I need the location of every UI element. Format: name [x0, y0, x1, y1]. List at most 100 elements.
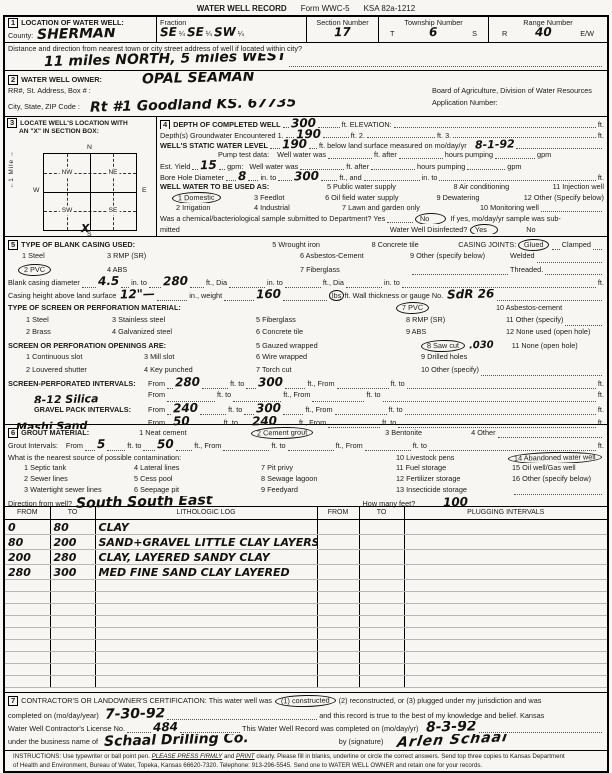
grout-from-value: 5: [96, 438, 106, 452]
contamination-option-seepage-pit: 6 Seepage pit: [134, 484, 180, 494]
litho-cell: [316, 519, 359, 536]
screen-material-title: TYPE OF SCREEN OR PERFORATION MATERIAL:: [8, 303, 181, 313]
direction-label: Direction from well?: [8, 498, 73, 508]
opening-option-louvered: 2 Louvered shutter: [26, 364, 87, 374]
litho-header-row: FROM TO LITHOLOGIC LOG FROM TO PLUGGING …: [5, 506, 607, 521]
township-cell: Township Number T 6 S: [379, 17, 489, 42]
litho-cell: [403, 579, 607, 593]
screen-option-steel: 1 Steel: [26, 314, 49, 324]
litho-empty-row: [5, 591, 607, 605]
litho-empty-row: [5, 639, 607, 653]
weight-value: 160: [255, 289, 282, 302]
contamination-option-lateral: 4 Lateral lines: [134, 462, 180, 472]
litho-cell: [358, 591, 404, 605]
ft-from-label: ft., From: [283, 390, 311, 400]
litho-cell: [403, 534, 607, 551]
owner-value: OPAL SEAMAN: [141, 71, 255, 86]
range-value: 40: [535, 27, 553, 39]
litho-cell: 300: [49, 564, 95, 581]
litho-header-from2: FROM: [316, 506, 359, 521]
dotted-leader: [309, 142, 318, 149]
litho-cell: [358, 564, 404, 581]
litho-cell: [94, 591, 317, 605]
ft-to-label: ft. to: [382, 418, 397, 428]
litho-cell: CLAY, LAYERED SANDY CLAY: [94, 549, 317, 566]
contamination-option-other: 16 Other (specify below): [512, 473, 592, 483]
casing-height-label: Casing height above land surface: [8, 291, 117, 301]
litho-cell: [49, 579, 95, 593]
use-title: WELL WATER TO BE USED AS:: [160, 181, 270, 191]
section-6-grout: 6 GROUT MATERIAL: 1 Neat cement 2 Cement…: [5, 425, 607, 511]
fraction-label: Fraction: [160, 18, 187, 27]
litho-cell: [5, 579, 50, 593]
instructions-text: and: [223, 752, 235, 760]
casing-joints-label: CASING JOINTS:: [458, 239, 517, 249]
well-water-was-label: Well water was: [249, 162, 299, 171]
casing-option-rmp: 3 RMP (SR): [107, 251, 147, 261]
township-t: T: [390, 29, 395, 39]
instructions-text: clearly. Please fill in blanks, underlin…: [256, 752, 565, 760]
screen-option-rmp: 8 RMP (SR): [406, 314, 446, 324]
section-box-diagram: NW NE SW SE X: [43, 152, 137, 235]
section-3-locator: 3 LOCATE WELL'S LOCATION WITH AN "X" IN …: [5, 116, 157, 238]
use-option-air-conditioning: 8 Air conditioning: [453, 181, 510, 191]
litho-header-to: TO: [49, 506, 95, 521]
ft-to-label: ft. to: [390, 379, 405, 389]
dotted-leader: [371, 163, 416, 170]
form-header: WATER WELL RECORD Form WWC-5 KSA 82a-121…: [3, 2, 609, 15]
section-1-number: 1: [8, 18, 19, 29]
dotted-leader: [317, 121, 340, 128]
dotted-leader: [283, 408, 304, 416]
est-yield-value: 15: [200, 160, 218, 171]
litho-empty-row: [5, 579, 607, 593]
dotted-leader: [345, 281, 382, 289]
opening-option-continuous-slot: 1 Continuous slot: [26, 352, 83, 362]
dotted-leader: [233, 395, 282, 403]
fraction-value-3: SW: [213, 27, 236, 39]
use-option-injection-well: 11 Injection well: [552, 181, 604, 191]
dotted-leader: [84, 444, 95, 451]
section-number-value: 17: [333, 24, 352, 40]
litho-cell: [316, 651, 359, 665]
range-cell: Range Number R 40 E/W: [489, 17, 607, 42]
screen-option-galvanized: 4 Galvanized steel: [112, 327, 173, 337]
litho-cell: [94, 627, 317, 641]
litho-empty-row: [5, 627, 607, 641]
dotted-leader: [401, 281, 596, 289]
ft-dia-label: ft., Dia: [205, 278, 228, 288]
contamination-option-livestock: 10 Livestock pens: [396, 452, 455, 462]
litho-cell: [358, 549, 404, 566]
casing-option-abs: 4 ABS: [107, 264, 128, 274]
county-label: County:: [8, 31, 34, 41]
certification-line1b: (2) reconstructed, or (3) plugged under …: [338, 695, 542, 705]
use-option-other: 12 Other (Specify below): [523, 193, 604, 203]
litho-cell: 80: [5, 534, 50, 551]
record-date-value: 8-3-92: [426, 720, 478, 734]
dotted-leader: [269, 142, 280, 149]
well-water-was-label: Well water was: [277, 149, 327, 159]
grout-option-other: 4 Other: [471, 427, 496, 437]
dotted-leader: [406, 382, 596, 390]
form-body: 1 LOCATION OF WATER WELL: County: SHERMA…: [3, 15, 609, 773]
dotted-leader: [278, 174, 293, 181]
dotted-leader: [514, 488, 602, 495]
litho-cell: [94, 603, 317, 617]
print-emphasis: PRINT: [236, 752, 255, 760]
groundwater-2-label: ft. 2.: [350, 130, 365, 140]
est-yield-label: Est. Yield: [160, 162, 191, 171]
dotted-leader: [479, 726, 602, 733]
dotted-leader: [248, 174, 259, 181]
litho-header-to2: TO: [358, 506, 404, 521]
grout-option-cement-grout-circled: 2 Cement grout: [251, 426, 314, 439]
litho-cell: [5, 627, 50, 641]
dotted-leader: [336, 382, 389, 390]
dotted-leader: [246, 382, 257, 390]
litho-cell: [403, 639, 607, 653]
wall-thickness-label: ft. Wall thickness or gauge No.: [344, 291, 444, 301]
quadrant-ne: NE: [106, 168, 120, 178]
dotted-leader: [300, 163, 345, 170]
dotted-leader: [229, 281, 266, 289]
casing-option-wrought-iron: 5 Wrought iron: [272, 239, 320, 249]
arrow-down-icon: ↓: [10, 181, 14, 189]
litho-cell: [316, 591, 359, 605]
